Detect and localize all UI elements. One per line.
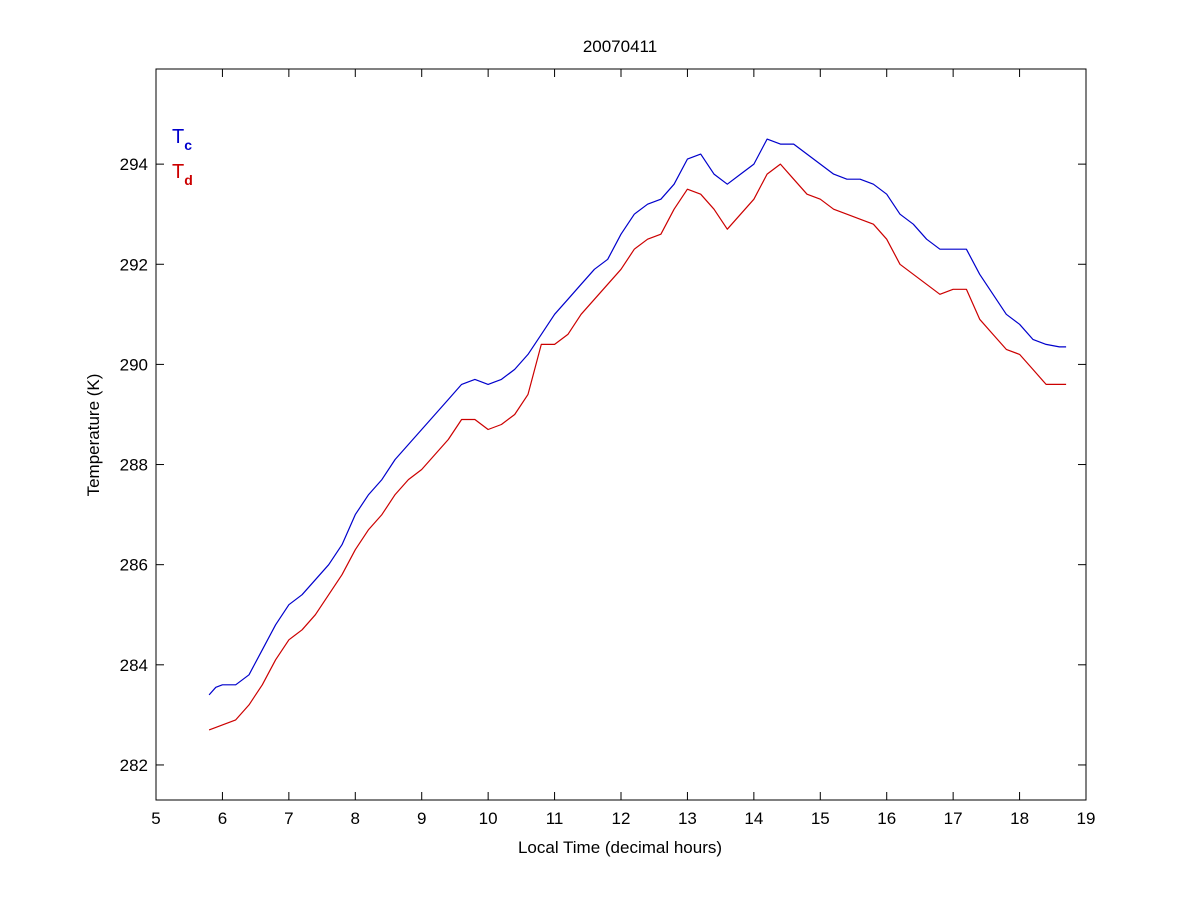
- x-tick-label: 7: [284, 809, 293, 828]
- x-tick-label: 13: [678, 809, 697, 828]
- x-tick-label: 5: [151, 809, 160, 828]
- x-tick-label: 16: [877, 809, 896, 828]
- legend-td-sub: d: [184, 172, 193, 188]
- x-tick-label: 10: [479, 809, 498, 828]
- legend-tc-main: T: [172, 126, 184, 148]
- x-tick-label: 9: [417, 809, 426, 828]
- y-tick-label: 282: [120, 756, 148, 775]
- y-axis-title: Temperature (K): [84, 374, 103, 497]
- y-tick-label: 294: [120, 155, 148, 174]
- y-tick-label: 284: [120, 656, 148, 675]
- series-lines: [208, 138, 1067, 731]
- legend-entry-tc: Tc: [172, 126, 192, 153]
- series-line-td: [208, 163, 1067, 731]
- x-tick-label: 15: [811, 809, 830, 828]
- x-tick-label: 6: [218, 809, 227, 828]
- legend-entry-td: Td: [172, 161, 193, 188]
- x-tick-label: 14: [744, 809, 763, 828]
- x-tick-label: 19: [1077, 809, 1096, 828]
- chart-title: 20070411: [583, 37, 657, 56]
- x-tick-label: 12: [612, 809, 631, 828]
- x-tick-label: 11: [546, 809, 564, 828]
- x-tick-label: 17: [944, 809, 963, 828]
- x-axis-ticks: 5 6 7 8 9 10 11 12 13 14 15 16 17 18 19: [151, 69, 1095, 828]
- x-tick-label: 18: [1010, 809, 1029, 828]
- x-axis-title: Local Time (decimal hours): [518, 838, 722, 857]
- y-tick-label: 286: [120, 556, 148, 575]
- legend: Tc Td: [172, 126, 193, 188]
- y-tick-label: 290: [120, 355, 148, 374]
- y-tick-label: 292: [120, 255, 148, 274]
- legend-tc-sub: c: [184, 137, 192, 153]
- y-axis-ticks: 282 284 286 288 290 292 294: [120, 155, 1086, 775]
- legend-td-main: T: [172, 161, 184, 183]
- series-line-tc: [208, 138, 1067, 696]
- y-tick-label: 288: [120, 456, 148, 475]
- x-tick-label: 8: [351, 809, 360, 828]
